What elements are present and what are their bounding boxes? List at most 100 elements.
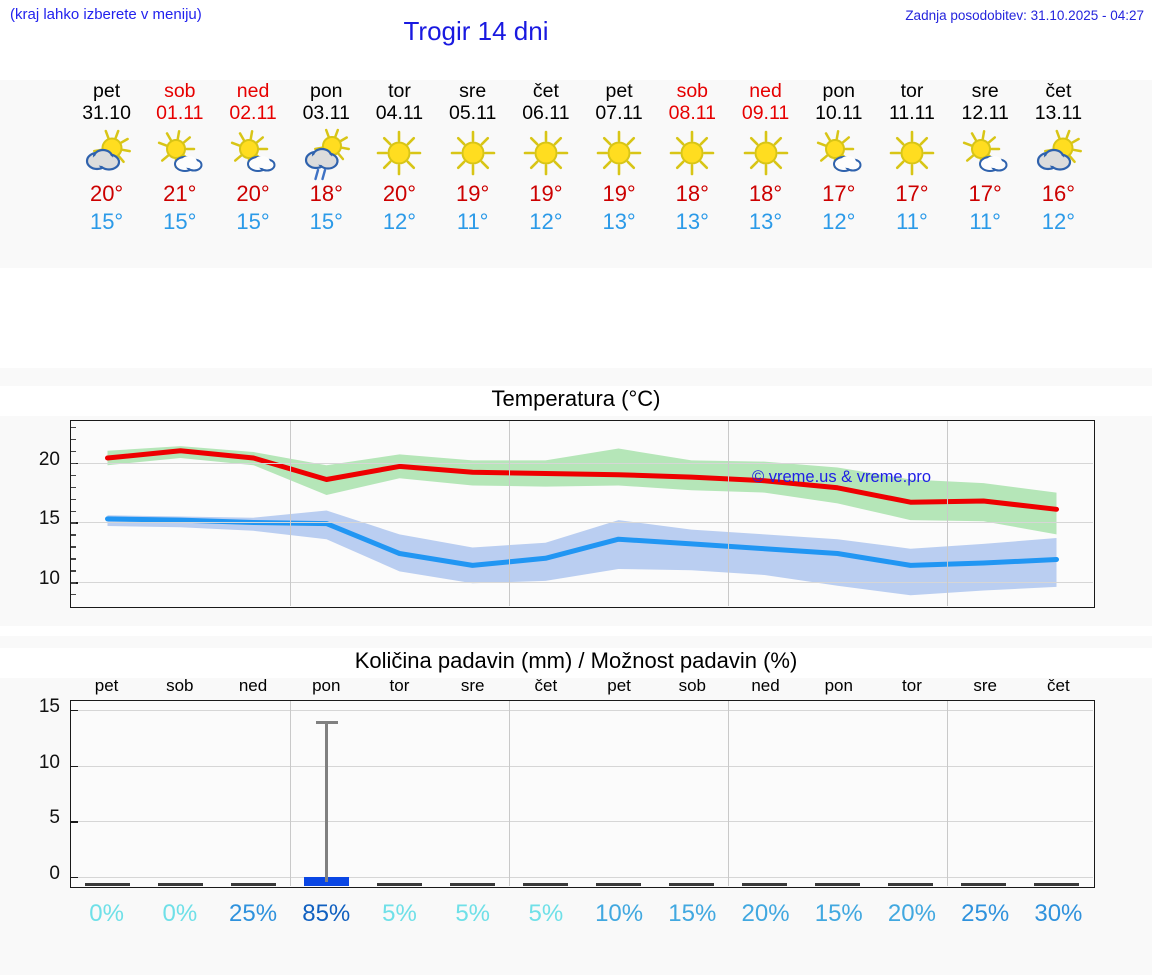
precipitation-bar-zero — [230, 883, 277, 886]
axis-minor-tick — [71, 438, 76, 441]
day-temp-min: 13° — [675, 209, 709, 234]
precipitation-day-name: pon — [312, 676, 341, 695]
day-date: 31.10 — [82, 102, 131, 124]
day-temp-max: 18° — [748, 181, 783, 206]
day-date: 13.11 — [1034, 102, 1083, 124]
precipitation-probability-label: 10% — [595, 900, 644, 927]
temperature-uncertainty-band — [107, 446, 1057, 535]
precipitation-probability-label: 15% — [668, 900, 717, 927]
axis-minor-tick — [71, 474, 76, 477]
precipitation-bar-zero — [84, 883, 131, 886]
precipitation-probability-label: 20% — [887, 900, 936, 927]
temperature-line — [105, 448, 1059, 512]
sun-behind-small-cloud-icon — [946, 128, 1024, 180]
day-temp-min: 11° — [456, 209, 489, 234]
day-separator — [728, 421, 729, 606]
day-separator — [947, 421, 948, 606]
day-temp-min: 13° — [748, 209, 783, 234]
axis-minor-tick — [71, 510, 76, 512]
temperature-chart-plot — [70, 420, 1095, 608]
sun-behind-small-cloud-icon — [800, 128, 878, 180]
axis-minor-tick — [71, 522, 76, 524]
daily-forecast-strip: pet 31.10 20° 15° sob 01.11 21° 15° ned 02.11 — [0, 80, 1152, 268]
precipitation-probability-label: 5% — [455, 900, 491, 927]
sun-behind-large-cloud-icon — [68, 128, 146, 180]
gridline — [71, 709, 1093, 711]
precipitation-error-bar — [325, 721, 328, 883]
y-axis-label: 5 — [49, 807, 60, 829]
precipitation-probability-label: 15% — [814, 900, 863, 927]
axis-tick — [71, 709, 78, 712]
day-temp-max: 19° — [602, 181, 636, 206]
precipitation-error-cap — [315, 721, 338, 724]
day-temp-min: 12° — [382, 209, 417, 234]
day-column[interactable]: čet 06.11 19° 12° — [507, 80, 585, 236]
precipitation-day-name: sob — [678, 676, 707, 695]
precipitation-bar-zero — [741, 883, 788, 886]
temperature-chart-title: Temperatura (°C) — [0, 386, 1152, 416]
day-column[interactable]: sre 12.11 17° 11° — [946, 80, 1024, 236]
precipitation-day-name: sre — [460, 676, 485, 695]
day-name: pon — [822, 80, 856, 102]
day-temp-max: 17° — [895, 181, 929, 206]
sun-behind-cloud-rain-icon — [287, 128, 365, 181]
day-column[interactable]: sre 05.11 19° 11° — [434, 80, 512, 236]
axis-minor-tick — [71, 426, 76, 429]
day-column[interactable]: tor 11.11 17° 11° — [873, 80, 951, 236]
precipitation-chart-title: Količina padavin (mm) / Možnost padavin … — [0, 648, 1152, 678]
day-column[interactable]: tor 04.11 20° 12° — [360, 80, 438, 236]
day-temp-max: 20° — [382, 181, 417, 206]
day-name: sob — [164, 80, 196, 102]
day-date: 05.11 — [448, 102, 497, 124]
precipitation-bar-zero — [595, 883, 642, 886]
day-column[interactable]: pet 31.10 20° 15° — [68, 80, 146, 236]
day-separator — [290, 421, 291, 606]
y-axis-label: 10 — [38, 568, 60, 590]
precipitation-bar-zero — [668, 883, 715, 886]
precipitation-probability-label: 5% — [382, 900, 417, 927]
precipitation-day-name: čet — [534, 676, 558, 695]
day-temp-min: 12° — [1041, 209, 1076, 234]
day-column[interactable]: ned 09.11 18° 13° — [727, 80, 805, 236]
day-temp-max: 19° — [529, 181, 563, 206]
day-temp-min: 15° — [309, 209, 343, 234]
day-temp-max: 16° — [1041, 181, 1076, 206]
axis-minor-tick — [71, 546, 76, 548]
axis-minor-tick — [71, 594, 76, 596]
day-column[interactable]: sob 01.11 21° 15° — [141, 80, 219, 236]
precipitation-day-name: pet — [607, 676, 631, 695]
gridline — [71, 765, 1093, 767]
axis-minor-tick — [71, 558, 76, 560]
day-temp-min: 15° — [236, 209, 270, 234]
day-column[interactable]: pet 07.11 19° 13° — [580, 80, 658, 236]
day-column[interactable]: čet 13.11 16° 12° — [1019, 80, 1097, 236]
gridline — [71, 821, 1093, 823]
day-separator — [728, 701, 729, 886]
day-name: čet — [532, 80, 559, 102]
page-header: (kraj lahko izberete v meniju) Trogir 14… — [0, 0, 1152, 62]
sun-behind-small-cloud-icon — [214, 128, 292, 180]
precipitation-bar-zero — [449, 883, 496, 886]
sun-behind-small-cloud-icon — [141, 128, 219, 180]
sun-icon — [727, 128, 805, 180]
precipitation-bar-zero — [960, 883, 1007, 886]
y-axis-label: 10 — [38, 751, 60, 773]
day-column[interactable]: pon 10.11 17° 12° — [800, 80, 878, 236]
day-column[interactable]: ned 02.11 20° 15° — [214, 80, 292, 236]
precipitation-probability-label: 0% — [162, 900, 198, 927]
sun-icon — [507, 128, 585, 180]
sun-icon — [580, 128, 658, 180]
day-column[interactable]: sob 08.11 18° 13° — [653, 80, 731, 236]
precipitation-probability-label: 20% — [741, 900, 790, 927]
axis-minor-tick — [71, 450, 76, 453]
y-axis-label: 15 — [38, 695, 60, 717]
axis-minor-tick — [71, 582, 76, 584]
precipitation-bar-zero — [814, 883, 861, 886]
day-temp-max: 19° — [456, 181, 490, 206]
sun-behind-large-cloud-icon — [1019, 128, 1097, 180]
day-date: 07.11 — [595, 102, 643, 124]
menu-hint-text: (kraj lahko izberete v meniju) — [10, 6, 202, 23]
gridline — [71, 462, 1093, 464]
last-update-text: Zadnja posodobitev: 31.10.2025 - 04:27 — [905, 8, 1144, 23]
day-column[interactable]: pon 03.11 18° 15° — [287, 80, 365, 236]
